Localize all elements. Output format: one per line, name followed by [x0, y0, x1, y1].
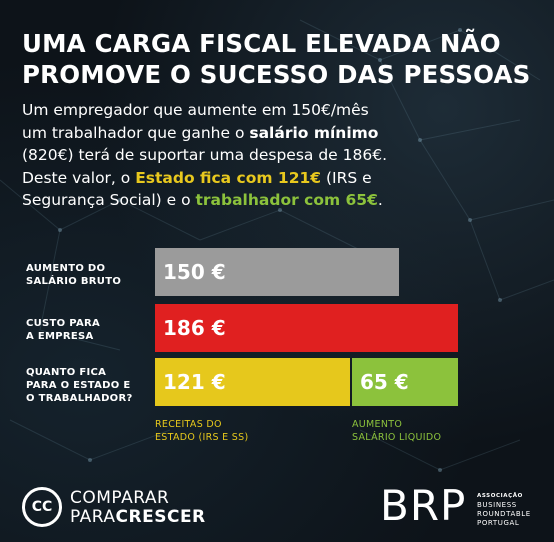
bar-sub-label-line: ESTADO (IRS E SS)	[155, 432, 249, 443]
paragraph-text: Deste valor, o	[22, 168, 136, 187]
cc-logo-text-bold: CRESCER	[115, 507, 206, 527]
minimum-wage-emphasis: salário mínimo	[249, 123, 379, 142]
bar-sub-label: AUMENTO SALÁRIO LIQUIDO	[352, 418, 441, 444]
cc-logo-text: PARA	[70, 507, 116, 527]
row-label-line: AUMENTO DO	[26, 263, 106, 274]
bar-segment: 121 €	[155, 358, 350, 406]
brp-line: BUSINESS	[477, 501, 517, 509]
brp-logo: BRP ASSOCIAÇÃO BUSINESS ROUNDTABLE PORTU…	[380, 484, 540, 534]
brp-logo-mark: BRP	[380, 481, 467, 530]
bar-value-label: 150 €	[163, 260, 226, 284]
paragraph-text: .	[377, 191, 383, 209]
brp-line: PORTUGAL	[477, 519, 520, 527]
row-label-line: A EMPRESA	[26, 331, 94, 342]
paragraph-line-5: Segurança Social) e o trabalhador com 65…	[22, 189, 542, 212]
bar-sub-label: RECEITAS DO ESTADO (IRS E SS)	[155, 418, 248, 444]
intro-paragraph: Um empregador que aumente em 150€/mês um…	[22, 99, 542, 212]
paragraph-line-1: Um empregador que aumente em 150€/mês	[22, 101, 369, 119]
title-line-2: PROMOVE O SUCESSO DAS PESSOAS	[22, 60, 531, 89]
bar-sub-label-line: RECEITAS DO	[155, 419, 222, 430]
bar-segment: 150 €	[155, 248, 399, 296]
title-line-1: UMA CARGA FISCAL ELEVADA NÃO	[22, 29, 501, 58]
paragraph-text: Segurança Social) e o	[22, 191, 196, 209]
page-title: UMA CARGA FISCAL ELEVADA NÃO PROMOVE O S…	[22, 28, 542, 90]
paragraph-text: um trabalhador que ganhe o	[22, 123, 250, 142]
bar-sub-label-line: SALÁRIO LIQUIDO	[352, 432, 442, 443]
row-label-gross-increase: AUMENTO DO SALÁRIO BRUTO	[26, 262, 151, 288]
cc-logo-icon: CC	[22, 487, 62, 527]
bar-value-label: 121 €	[163, 370, 226, 394]
paragraph-line-3: (820€) terá de suportar uma despesa de 1…	[22, 146, 387, 164]
row-label-company-cost: CUSTO PARA A EMPRESA	[26, 317, 151, 343]
brp-logo-text: ASSOCIAÇÃO BUSINESS ROUNDTABLE PORTUGAL	[477, 492, 531, 528]
bar-segment: 65 €	[352, 358, 458, 406]
comparar-para-crescer-logo: CC COMPARAR PARACRESCER	[22, 487, 232, 531]
worker-share-highlight: trabalhador com 65€	[195, 191, 378, 209]
paragraph-line-2: um trabalhador que ganhe o salário mínim…	[22, 122, 542, 145]
row-label-split: QUANTO FICA PARA O ESTADO E O TRABALHADO…	[26, 366, 151, 405]
paragraph-text: (IRS e	[321, 168, 372, 187]
bar-value-label: 186 €	[163, 316, 226, 340]
cc-logo-line-2: PARACRESCER	[70, 508, 206, 526]
bar-sub-label-line: AUMENTO	[352, 419, 403, 430]
cc-logo-line-1: COMPARAR	[70, 488, 170, 508]
row-label-line: SALÁRIO BRUTO	[26, 276, 122, 287]
row-label-line: CUSTO PARA	[26, 318, 101, 329]
row-label-line: QUANTO FICA	[26, 367, 107, 378]
row-label-line: PARA O ESTADO E	[26, 380, 131, 391]
brp-assoc-label: ASSOCIAÇÃO	[477, 493, 523, 499]
paragraph-line-4: Deste valor, o Estado fica com 121€ (IRS…	[22, 167, 542, 190]
brp-line: ROUNDTABLE	[477, 510, 531, 518]
state-share-highlight: Estado fica com 121€	[135, 168, 322, 187]
row-label-line: O TRABALHADOR?	[26, 393, 133, 404]
bar-value-label: 65 €	[360, 370, 409, 394]
bar-segment: 186 €	[155, 304, 458, 352]
